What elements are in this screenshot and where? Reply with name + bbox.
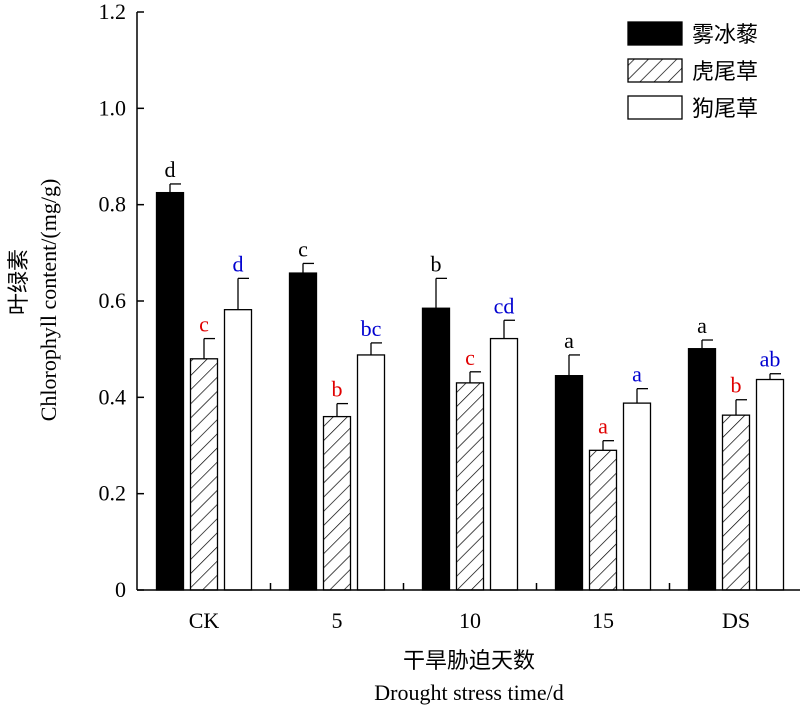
significance-label: b	[332, 377, 343, 402]
bar	[755, 378, 785, 591]
legend-label: 虎尾草	[692, 60, 758, 85]
significance-label: c	[465, 345, 475, 370]
significance-label: d	[165, 157, 176, 182]
y-tick-label: 0.2	[99, 481, 127, 506]
significance-label: d	[233, 251, 244, 276]
significance-label: bc	[361, 316, 382, 341]
bar	[288, 272, 318, 591]
bar	[588, 449, 618, 591]
y-tick-label: 0.4	[99, 384, 127, 409]
x-tick-label: 15	[592, 608, 614, 633]
significance-label: ab	[760, 347, 781, 372]
y-axis-label-en: Chlorophyll content/(mg/g)	[36, 179, 61, 422]
bar	[687, 348, 717, 591]
bar	[455, 382, 485, 591]
bar	[356, 354, 386, 591]
significance-label: cd	[494, 293, 515, 318]
x-tick-label: 5	[332, 608, 343, 633]
bar	[622, 402, 652, 591]
significance-label: c	[298, 236, 308, 261]
legend-swatch	[627, 21, 683, 46]
y-tick-label: 0.8	[99, 192, 127, 217]
significance-label: a	[598, 414, 608, 439]
significance-label: b	[731, 373, 742, 398]
legend-label: 雾冰藜	[692, 23, 758, 48]
y-tick-label: 0.6	[99, 288, 127, 313]
x-axis-label-en: Drought stress time/d	[374, 680, 563, 705]
significance-label: a	[564, 328, 574, 353]
x-axis-label-cn: 干旱胁迫天数	[403, 649, 535, 674]
bar	[155, 191, 185, 591]
x-tick-label: CK	[189, 608, 220, 633]
legend-swatch	[627, 58, 683, 83]
bar	[421, 307, 451, 591]
y-axis-label-cn: 叶绿素	[7, 249, 32, 315]
bar	[223, 309, 253, 591]
significance-label: c	[199, 312, 209, 337]
significance-label: a	[697, 313, 707, 338]
bar	[489, 337, 519, 591]
y-tick-label: 0	[115, 577, 126, 602]
bar	[721, 414, 751, 591]
legend-label: 狗尾草	[692, 97, 758, 122]
bar	[322, 415, 352, 591]
bar	[554, 375, 584, 591]
x-tick-label: 10	[459, 608, 481, 633]
legend-swatch	[627, 95, 683, 120]
significance-label: b	[431, 251, 442, 276]
y-tick-label: 1.2	[99, 0, 127, 24]
bar	[189, 358, 219, 591]
x-tick-label: DS	[722, 608, 750, 633]
y-tick-label: 1.0	[99, 95, 127, 120]
significance-label: a	[632, 362, 642, 387]
